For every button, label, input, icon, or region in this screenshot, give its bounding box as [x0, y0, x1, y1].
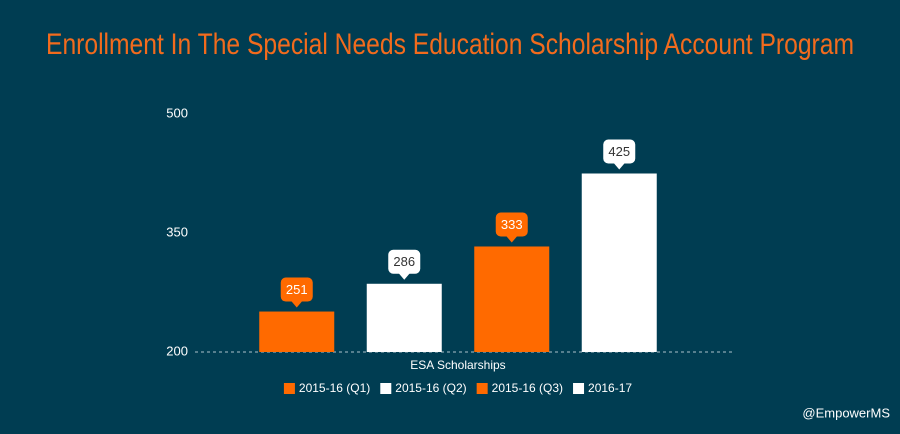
data-label: 251: [286, 282, 308, 297]
y-tick-label: 500: [166, 105, 188, 120]
legend-swatch: [573, 383, 585, 394]
data-label: 425: [608, 144, 630, 159]
annotation: @EmpowerMS: [802, 405, 890, 420]
legend-swatch: [476, 383, 488, 394]
data-label: 286: [393, 254, 415, 269]
data-label: 333: [501, 217, 523, 232]
bar: [581, 173, 657, 352]
data-label-pointer: [505, 235, 518, 243]
legend-label: 2015-16 (Q1): [299, 381, 370, 395]
legend-label: 2015-16 (Q3): [492, 381, 563, 395]
data-label-pointer: [613, 162, 626, 170]
bar: [474, 246, 550, 352]
bar: [366, 283, 442, 352]
data-label-box: [495, 212, 528, 237]
data-label-box: [280, 277, 313, 302]
legend-label: 2015-16 (Q2): [395, 381, 466, 395]
data-label-pointer: [398, 272, 411, 280]
data-label-pointer: [290, 300, 303, 308]
chart-title: Enrollment In The Special Needs Educatio…: [46, 28, 854, 61]
data-label-box: [603, 139, 636, 164]
legend-swatch: [283, 383, 295, 394]
y-tick-label: 200: [166, 343, 188, 358]
bar: [259, 311, 335, 352]
data-label-box: [388, 249, 421, 274]
legend-swatch: [380, 383, 392, 394]
legend-label: 2016-17: [588, 381, 632, 395]
x-tick-label: ESA Scholarships: [410, 358, 505, 372]
y-tick-label: 350: [166, 224, 188, 239]
